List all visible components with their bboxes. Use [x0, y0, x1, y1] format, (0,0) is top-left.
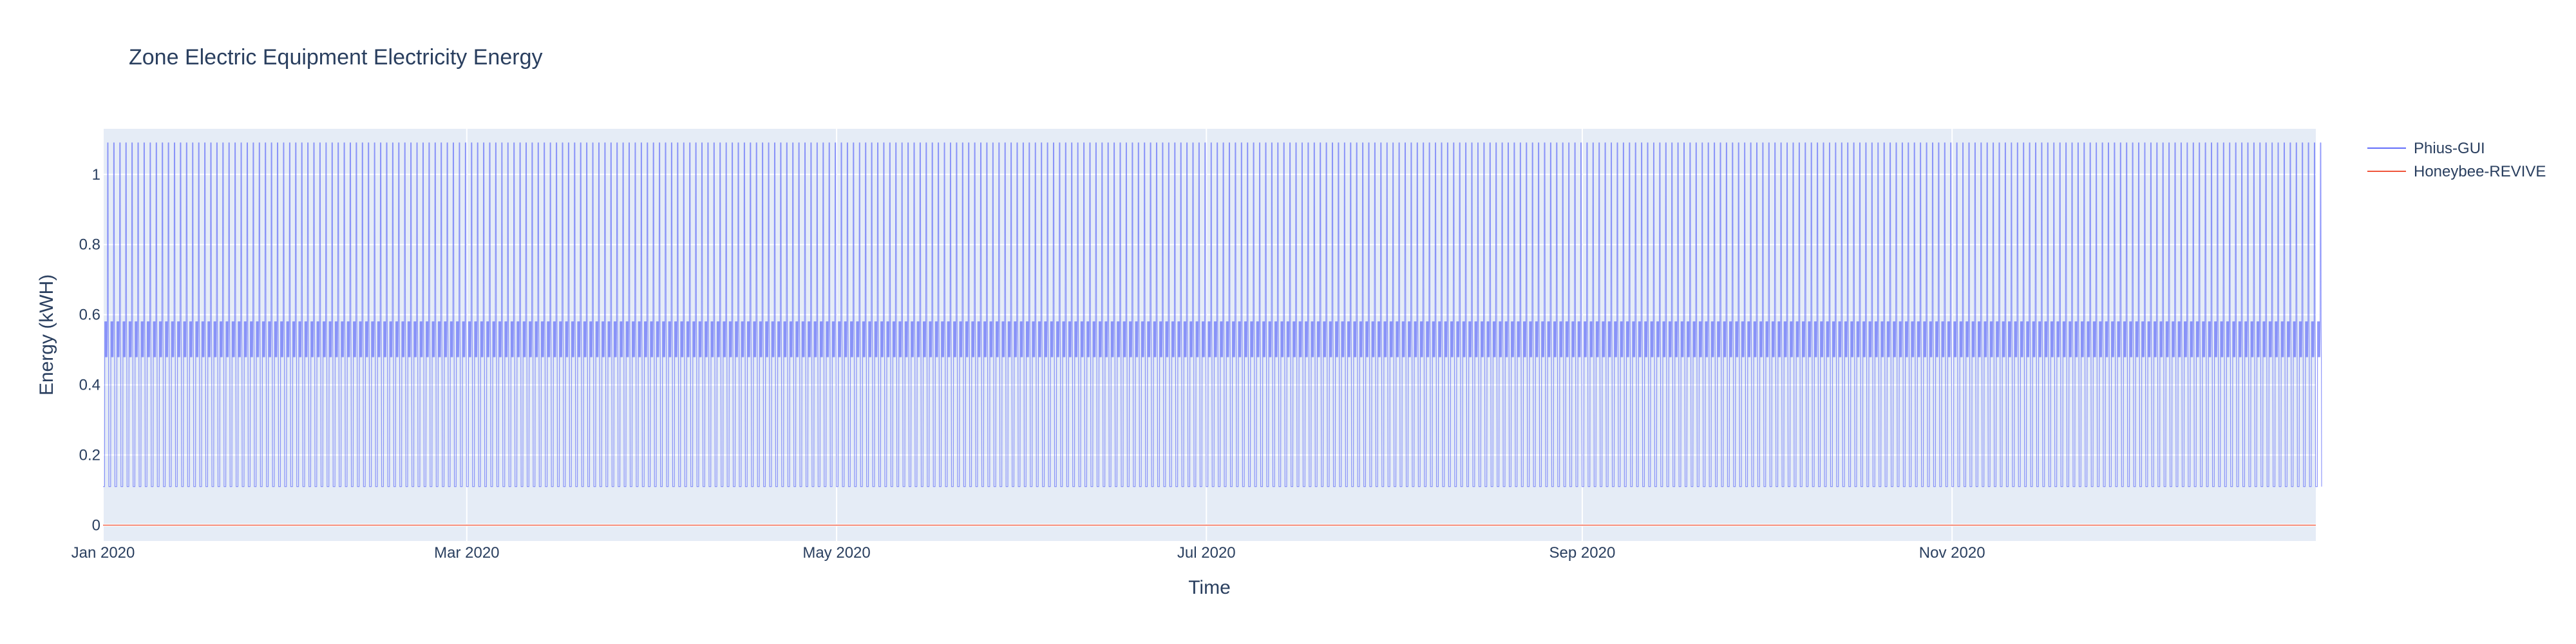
y-axis-title: Energy (kWH) — [36, 274, 57, 395]
x-axis-title: Time — [1188, 577, 1231, 598]
x-tick-label: May 2020 — [802, 544, 870, 562]
legend-label: Honeybee-REVIVE — [2414, 163, 2546, 180]
legend-item-phius-gui[interactable]: Phius-GUI — [2367, 140, 2485, 157]
y-tick-labels: 0 0.2 0.4 0.6 0.8 1 — [79, 166, 100, 535]
legend-item-honeybee-revive[interactable]: Honeybee-REVIVE — [2367, 163, 2546, 180]
y-tick-label: 1 — [92, 166, 100, 184]
chart-title: Zone Electric Equipment Electricity Ener… — [129, 45, 542, 70]
y-tick-label: 0 — [92, 516, 100, 534]
legend-label: Phius-GUI — [2414, 140, 2485, 157]
x-tick-label: Jan 2020 — [71, 544, 135, 562]
x-tick-labels: Jan 2020 Mar 2020 May 2020 Jul 2020 Sep 2020… — [71, 544, 1985, 562]
x-tick-label: Jul 2020 — [1177, 544, 1236, 562]
y-tick-label: 0.8 — [79, 236, 100, 254]
y-tick-label: 0.2 — [79, 447, 100, 464]
x-tick-label: Sep 2020 — [1549, 544, 1616, 562]
legend[interactable]: Phius-GUI Honeybee-REVIVE — [2367, 140, 2546, 180]
x-tick-label: Nov 2020 — [1919, 544, 1985, 562]
series-layer — [102, 142, 2322, 526]
y-tick-label: 0.4 — [79, 377, 100, 394]
y-tick-label: 0.6 — [79, 307, 100, 324]
x-tick-label: Mar 2020 — [434, 544, 499, 562]
series-line-phius-gui — [102, 142, 2322, 488]
